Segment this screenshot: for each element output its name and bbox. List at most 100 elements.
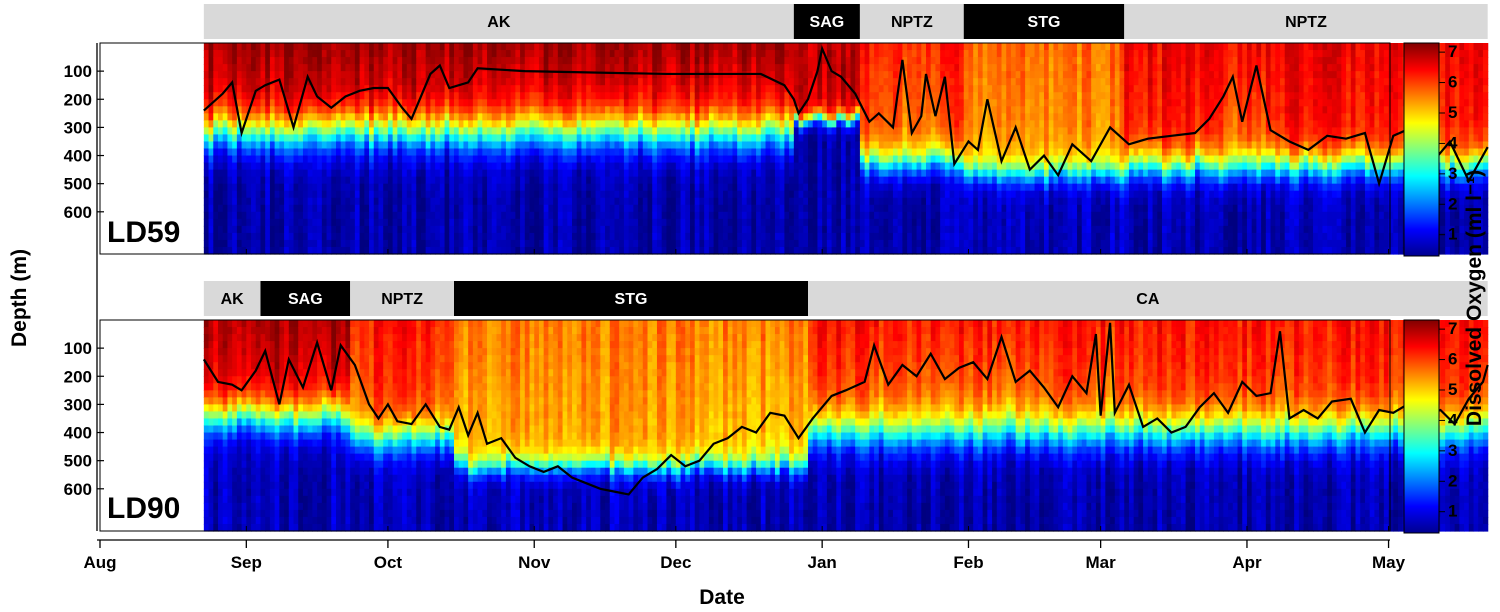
heat-cell	[845, 141, 852, 150]
heat-cell	[765, 197, 771, 206]
heat-cell	[576, 57, 583, 65]
heat-cell	[411, 225, 417, 234]
heat-cell	[430, 239, 436, 248]
heat-cell	[892, 50, 899, 58]
heat-cell	[963, 155, 970, 164]
heat-cell	[378, 239, 384, 248]
heat-cell	[954, 127, 960, 136]
heat-cell	[236, 64, 243, 72]
heat-cell	[288, 92, 295, 100]
heat-cell	[496, 239, 502, 248]
heat-cell	[515, 162, 521, 171]
heat-cell	[553, 197, 559, 206]
heat-cell	[874, 141, 880, 150]
heat-cell	[383, 232, 389, 241]
heat-cell	[944, 162, 951, 171]
heat-cell	[633, 57, 639, 65]
heat-cell	[784, 169, 790, 178]
heat-cell	[524, 120, 531, 128]
heat-cell	[331, 92, 337, 100]
heat-cell	[562, 64, 568, 72]
heat-cell	[218, 197, 224, 206]
heat-cell	[491, 127, 498, 136]
heat-cell	[727, 183, 734, 192]
heat-cell	[874, 50, 880, 58]
heat-cell	[288, 155, 295, 164]
heat-cell	[741, 78, 748, 86]
heat-cell	[350, 197, 356, 206]
heat-cell	[784, 176, 790, 185]
heat-cell	[529, 239, 535, 248]
heat-cell	[340, 141, 347, 150]
heat-cell	[940, 197, 946, 206]
heat-cell	[354, 162, 361, 171]
heat-cell	[293, 204, 299, 213]
heat-cell	[595, 71, 601, 79]
heat-cell	[279, 204, 285, 213]
heat-cell	[836, 92, 842, 100]
heat-cell	[930, 197, 937, 206]
heat-cell	[935, 204, 941, 213]
heat-cell	[505, 134, 512, 143]
heat-cell	[737, 183, 743, 192]
heat-cell	[793, 204, 800, 213]
heat-cell	[789, 148, 795, 157]
heat-cell	[463, 127, 469, 136]
heat-cell	[944, 190, 951, 199]
heat-cell	[751, 155, 757, 164]
heat-cell	[397, 64, 403, 72]
heat-cell	[642, 211, 649, 220]
heat-cell	[373, 127, 380, 136]
heat-cell	[501, 190, 507, 199]
heat-cell	[444, 197, 450, 206]
heat-cell	[694, 57, 701, 65]
heat-cell	[935, 43, 941, 51]
heat-cell	[779, 169, 785, 178]
heat-cell	[331, 78, 337, 86]
heat-cell	[227, 232, 233, 241]
heat-cell	[383, 148, 389, 157]
heat-cell	[671, 246, 677, 255]
heat-cell	[600, 85, 606, 93]
heat-cell	[279, 134, 285, 143]
heat-cell	[959, 190, 965, 199]
heat-cell	[331, 50, 337, 58]
heat-cell	[638, 148, 644, 157]
heat-cell	[425, 141, 431, 150]
heat-cell	[378, 211, 384, 220]
heat-cell	[378, 204, 384, 213]
heat-cell	[444, 204, 450, 213]
heat-cell	[482, 239, 488, 248]
heat-cell	[255, 218, 262, 227]
heat-cell	[652, 64, 658, 72]
heat-cell	[487, 113, 493, 121]
heat-cell	[642, 204, 649, 213]
heat-cell	[222, 50, 229, 58]
heat-cell	[208, 43, 214, 51]
heat-cell	[690, 246, 696, 255]
heat-cell	[524, 211, 531, 220]
heat-cell	[982, 78, 988, 86]
heat-cell	[567, 183, 573, 192]
heat-cell	[605, 190, 611, 199]
heat-cell	[841, 190, 847, 199]
heat-cell	[444, 183, 450, 192]
heat-cell	[369, 120, 375, 128]
heat-cell	[397, 204, 403, 213]
heat-cell	[487, 43, 493, 51]
heat-cell	[397, 148, 403, 157]
heat-cell	[704, 92, 710, 100]
heat-cell	[218, 120, 224, 128]
heat-cell	[907, 197, 913, 206]
heat-cell	[364, 43, 370, 51]
heat-cell	[472, 190, 479, 199]
heat-cell	[378, 141, 384, 150]
heat-cell	[439, 148, 446, 157]
heat-cell	[557, 64, 564, 72]
heat-cell	[973, 148, 979, 157]
heat-cell	[911, 141, 918, 150]
heat-cell	[907, 141, 913, 150]
heat-cell	[850, 197, 856, 206]
heat-cell	[251, 106, 257, 114]
heat-cell	[793, 169, 800, 178]
